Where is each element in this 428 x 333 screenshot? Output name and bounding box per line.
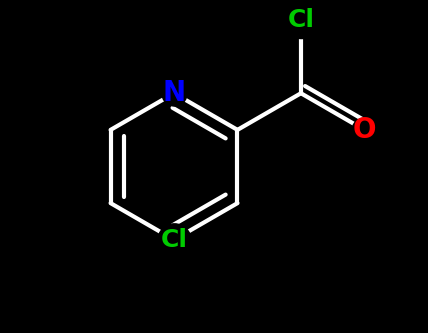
Text: N: N: [163, 79, 186, 107]
Text: Cl: Cl: [288, 8, 315, 32]
Text: O: O: [353, 116, 376, 144]
Text: Cl: Cl: [160, 228, 187, 252]
